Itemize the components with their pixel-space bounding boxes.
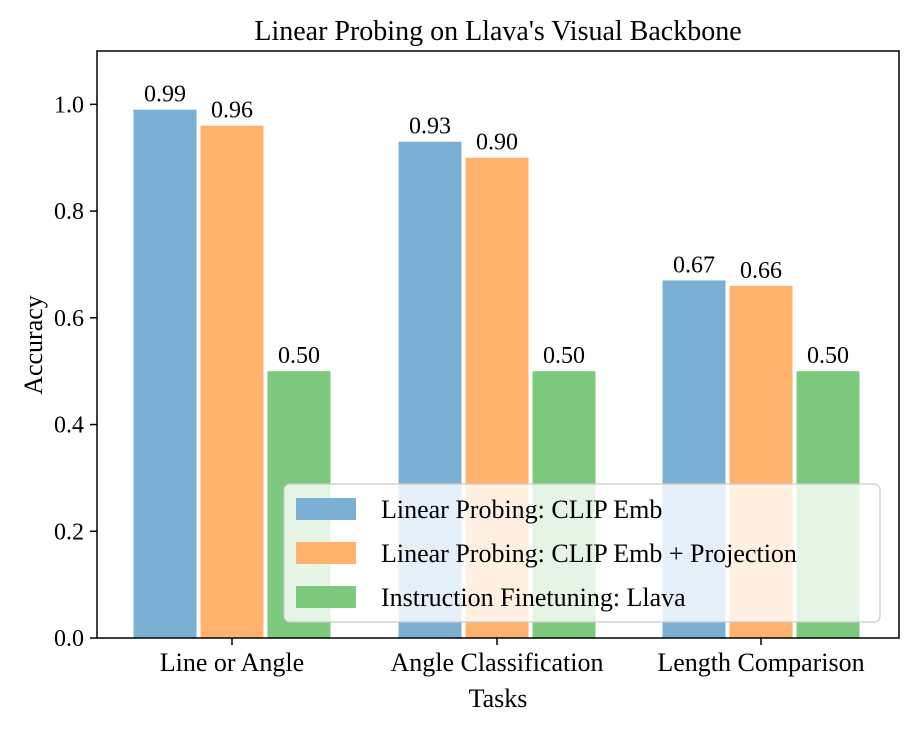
x-tick-label: Line or Angle xyxy=(160,648,304,677)
legend-swatch xyxy=(296,498,356,520)
legend-swatch xyxy=(296,542,356,564)
y-tick-label: 1.0 xyxy=(54,92,84,118)
y-tick-label: 0.2 xyxy=(54,519,84,545)
bar-s1-0 xyxy=(200,125,264,638)
x-tick-label: Angle Classification xyxy=(390,648,603,677)
legend-label: Linear Probing: CLIP Emb xyxy=(381,495,662,524)
legend-frame xyxy=(283,483,881,623)
bar-value-label: 0.67 xyxy=(673,252,715,278)
y-tick-label: 0.4 xyxy=(54,413,84,439)
bar-value-label: 0.96 xyxy=(211,98,253,124)
legend-label: Instruction Finetuning: Llava xyxy=(381,583,686,612)
bar-value-label: 0.99 xyxy=(144,82,186,108)
bar-value-label: 0.50 xyxy=(807,343,849,369)
bar-value-label: 0.90 xyxy=(476,130,518,156)
y-tick-label: 0.6 xyxy=(54,306,84,332)
bar-value-label: 0.93 xyxy=(409,114,451,140)
legend-items: Linear Probing: CLIP Emb Linear Probing: … xyxy=(296,495,797,612)
x-tick-label: Length Comparison xyxy=(657,648,864,677)
y-tick-label: 0.0 xyxy=(54,626,84,652)
y-tick-label: 0.8 xyxy=(54,199,84,225)
bar-value-label: 0.66 xyxy=(740,258,782,284)
y-axis-ticks: 0.0 0.2 0.4 0.6 0.8 1.0 xyxy=(54,92,97,652)
bar-value-labels: 0.99 0.93 0.67 0.96 0.90 0.66 0.50 0.50 0.50 xyxy=(144,82,849,369)
plot-frame xyxy=(96,50,900,639)
legend-label: Linear Probing: CLIP Emb + Projection xyxy=(381,539,797,568)
bar-value-label: 0.50 xyxy=(278,343,320,369)
chart-title: Linear Probing on Llava's Visual Backbon… xyxy=(254,16,741,47)
legend-swatch xyxy=(296,586,356,608)
x-axis-label: Tasks xyxy=(469,684,528,713)
legend: Linear Probing: CLIP Emb Linear Probing: … xyxy=(283,483,881,623)
bar-value-label: 0.50 xyxy=(543,343,585,369)
y-axis-label: Accuracy xyxy=(19,295,48,395)
x-axis-ticks: Line or Angle Angle Classification Length … xyxy=(160,638,865,677)
bar-s0-0 xyxy=(133,109,197,638)
